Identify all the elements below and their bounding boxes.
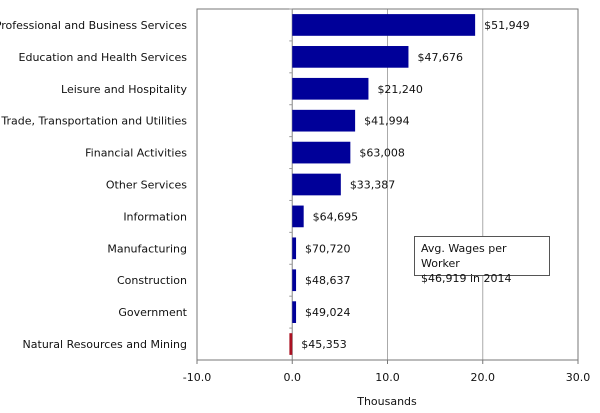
annotation-line-2: $46,919 in 2014 [421,272,512,285]
data-label: $47,676 [417,51,463,64]
x-tick-label: 0.0 [284,371,302,384]
x-tick-label: 10.0 [375,371,400,384]
category-label: Professional and Business Services [0,19,187,32]
bar [292,46,409,68]
bar [289,333,293,355]
annotation-line-1: Avg. Wages per Worker [421,242,507,270]
average-wage-annotation: Avg. Wages per Worker $46,919 in 2014 [414,236,550,285]
data-label: $49,024 [305,306,351,319]
data-label: $51,949 [484,19,530,32]
bar [292,109,356,132]
bar [292,269,297,292]
x-tick-label: 30.0 [566,371,591,384]
data-label: $21,240 [377,83,423,96]
bar [292,14,476,36]
category-label: Other Services [106,179,187,192]
data-label: $45,353 [301,338,347,351]
category-label: Trade, Transportation and Utilities [0,115,187,128]
data-label: $33,387 [350,179,396,192]
data-label: $48,637 [305,274,351,287]
category-label: Government [118,306,187,319]
x-tick-label: 20.0 [471,371,496,384]
x-tick-label: -10.0 [183,371,211,384]
bar [292,237,297,260]
category-label: Construction [117,274,187,287]
data-label: $70,720 [305,242,351,255]
bar [292,205,304,228]
category-label: Leisure and Hospitality [61,83,187,96]
category-label: Financial Activities [85,147,187,160]
bar [292,141,351,164]
bar [292,173,341,196]
category-label: Information [123,210,187,223]
x-axis-title: Thousands [356,395,417,408]
data-label: $63,008 [359,147,405,160]
data-label: $41,994 [364,115,410,128]
data-label: $64,695 [313,210,359,223]
bar [292,77,369,100]
category-label: Education and Health Services [19,51,188,64]
category-label: Natural Resources and Mining [23,338,187,351]
category-label: Manufacturing [107,242,187,255]
bar [292,301,297,323]
